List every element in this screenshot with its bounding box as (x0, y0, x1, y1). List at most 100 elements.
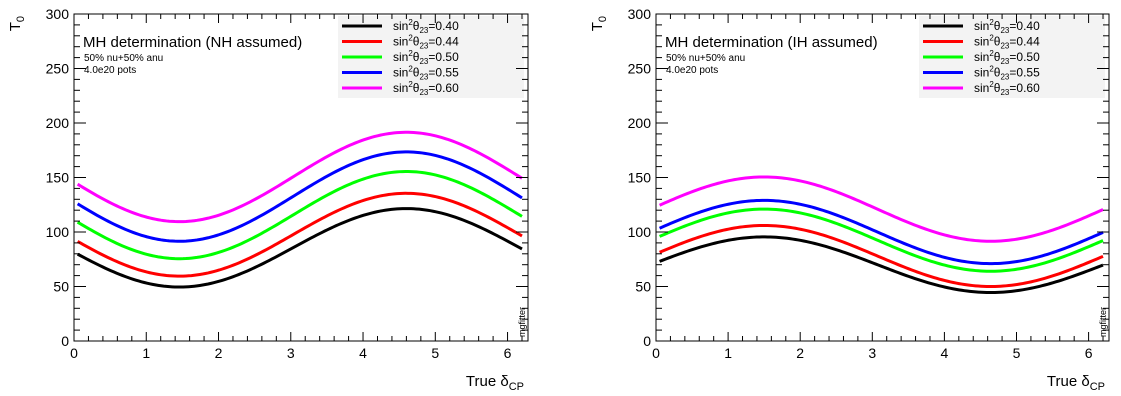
chart-title: MH determination (IH assumed) (665, 34, 878, 51)
legend-sub: 23 (1000, 42, 1009, 51)
legend-sup: 2 (989, 65, 994, 74)
legend-entry-0.50: sin2θ23=0.50 (974, 49, 1040, 66)
x-tick-label: 0 (70, 345, 78, 361)
legend-sub: 23 (1000, 26, 1009, 35)
y-tick-label: 100 (628, 224, 652, 240)
legend-eq: = (428, 81, 435, 95)
legend-sup: 2 (408, 34, 413, 43)
legend-value: 0.55 (435, 66, 459, 80)
legend-sub: 23 (419, 57, 428, 66)
x-axis-label-main: True δ (466, 373, 509, 390)
y-tick-label: 0 (643, 333, 651, 349)
legend-entry-0.40: sin2θ23=0.40 (393, 18, 459, 35)
legend-sup: 2 (408, 18, 413, 27)
legend-value: 0.60 (435, 81, 459, 95)
series-line-0.60 (658, 175, 1104, 243)
legend-sup: 2 (408, 80, 413, 89)
legend-value: 0.40 (1016, 19, 1040, 33)
x-tick-label: 2 (796, 345, 804, 361)
x-axis-label: True δCP (1047, 373, 1105, 393)
y-axis-label-main: T (7, 22, 24, 31)
legend-entry-0.55: sin2θ23=0.55 (393, 65, 459, 82)
x-axis-label-sub: CP (509, 381, 524, 393)
legend-prefix: sin (974, 66, 989, 80)
y-tick-label: 200 (628, 115, 652, 131)
legend-theta: θ (994, 66, 1001, 80)
y-tick-label: 100 (46, 224, 70, 240)
legend-eq: = (428, 19, 435, 33)
series-line-0.44 (659, 223, 1104, 289)
y-tick-label: 300 (628, 6, 652, 22)
x-axis-label-sub: CP (1090, 381, 1105, 393)
legend-value: 0.44 (435, 35, 459, 49)
annotation-beam-mode: 50% nu+50% anu (84, 53, 163, 64)
legend-theta: θ (413, 50, 420, 64)
legend-eq: = (1009, 35, 1016, 49)
legend-theta: θ (994, 19, 1001, 33)
x-tick-label: 4 (940, 345, 948, 361)
legend-entry-0.44: sin2θ23=0.44 (974, 34, 1040, 51)
legend-sup: 2 (989, 49, 994, 58)
legend-theta: θ (413, 19, 420, 33)
legend-prefix: sin (974, 35, 989, 49)
legend-entry-0.40: sin2θ23=0.40 (974, 18, 1040, 35)
x-tick-label: 3 (287, 345, 295, 361)
legend-theta: θ (413, 66, 420, 80)
series-line-0.55 (76, 150, 523, 243)
series-line-0.44 (76, 191, 523, 278)
legend-theta: θ (994, 35, 1001, 49)
legend-entry-0.60: sin2θ23=0.60 (393, 80, 459, 97)
legend-prefix: sin (393, 66, 408, 80)
legend-sub: 23 (419, 73, 428, 82)
y-axis-label-sub: 0 (15, 16, 27, 22)
x-tick-label: 1 (724, 345, 732, 361)
legend-sup: 2 (408, 65, 413, 74)
legend-prefix: sin (974, 19, 989, 33)
legend-prefix: sin (974, 81, 989, 95)
series-line-0.40 (659, 235, 1104, 294)
x-tick-label: 4 (359, 345, 367, 361)
x-tick-label: 3 (868, 345, 876, 361)
legend-theta: θ (994, 50, 1001, 64)
x-axis-label-main: True δ (1047, 373, 1090, 390)
series-line-0.60 (76, 130, 523, 224)
y-tick-label: 0 (61, 333, 69, 349)
legend-entry-0.55: sin2θ23=0.55 (974, 65, 1040, 82)
y-tick-label: 200 (46, 115, 70, 131)
legend-sub: 23 (1000, 57, 1009, 66)
legend-sup: 2 (989, 18, 994, 27)
y-tick-label: 300 (46, 6, 70, 22)
legend-value: 0.50 (1016, 50, 1040, 64)
series-line-0.55 (659, 198, 1104, 266)
legend-eq: = (1009, 50, 1016, 64)
legend-eq: = (1009, 19, 1016, 33)
x-tick-label: 5 (431, 345, 439, 361)
legend-theta: θ (413, 35, 420, 49)
y-axis-label-sub: 0 (597, 16, 609, 22)
annotation-beam-mode: 50% nu+50% anu (666, 53, 745, 64)
series-line-0.40 (76, 207, 523, 289)
legend-value: 0.55 (1016, 66, 1040, 80)
legend-eq: = (428, 50, 435, 64)
legend-eq: = (428, 35, 435, 49)
chart-title: MH determination (NH assumed) (83, 34, 302, 51)
legend-sup: 2 (989, 34, 994, 43)
legend-eq: = (1009, 81, 1016, 95)
legend-prefix: sin (393, 50, 408, 64)
x-tick-label: 2 (215, 345, 223, 361)
legend-theta: θ (994, 81, 1001, 95)
y-tick-label: 50 (53, 279, 69, 295)
annotation-pot: 4.0e20 pots (666, 65, 718, 76)
x-tick-label: 1 (142, 345, 150, 361)
y-axis-label: T0 (7, 16, 27, 31)
legend-entry-0.50: sin2θ23=0.50 (393, 49, 459, 66)
watermark: mgfitter (1098, 307, 1108, 337)
y-tick-label: 50 (635, 279, 651, 295)
legend-eq: = (428, 66, 435, 80)
legend-value: 0.40 (435, 19, 459, 33)
y-tick-label: 150 (628, 170, 652, 186)
y-tick-label: 250 (46, 61, 70, 77)
annotation-pot: 4.0e20 pots (84, 65, 136, 76)
